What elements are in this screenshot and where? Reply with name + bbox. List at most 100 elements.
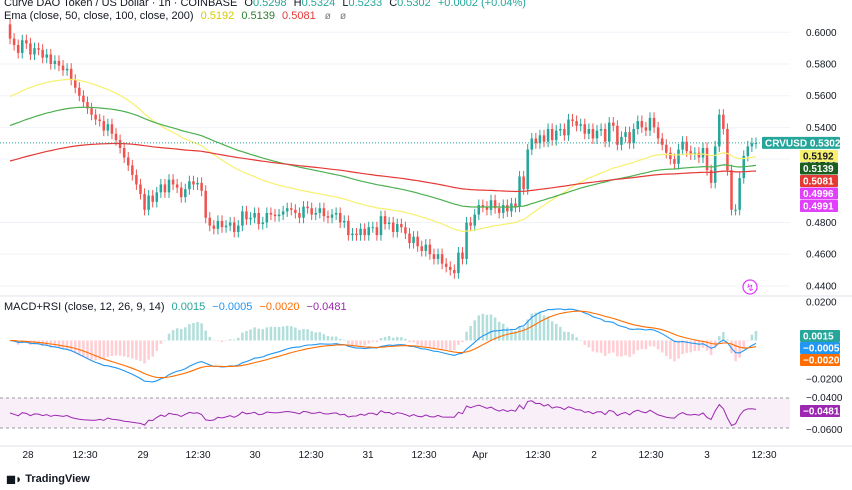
macd-histogram-bar: [285, 325, 289, 341]
macd-histogram-bar: [432, 340, 436, 349]
candle-body: [660, 138, 664, 145]
candle-body: [204, 190, 207, 218]
candle-body: [343, 220, 346, 223]
candle-body: [371, 227, 375, 229]
candle-body: [705, 147, 709, 171]
macd-histogram-bar: [355, 340, 358, 347]
macd-histogram-bar: [624, 340, 627, 356]
price-axis-label-text: 0.4991: [803, 202, 834, 213]
candle-body: [98, 119, 101, 122]
candle-body: [648, 117, 652, 131]
macd-histogram-bar: [685, 340, 688, 353]
tradingview-logo[interactable]: ◼◗ TradingView: [6, 472, 90, 486]
candle-body: [179, 187, 183, 198]
macd-tick-label: −0.0200: [806, 375, 843, 386]
candle-body: [86, 102, 89, 109]
macd-histogram-bar: [726, 339, 729, 341]
macd-histogram-bar: [612, 340, 615, 353]
macd-histogram-bar: [216, 340, 220, 342]
candle-body: [436, 254, 440, 259]
price-axis-label: [800, 162, 838, 175]
rsi-tick-label: −0.0600: [806, 425, 843, 436]
candle-body: [245, 211, 248, 220]
macd-histogram-bar: [220, 340, 224, 342]
rsi-axis-label: [800, 405, 840, 417]
time-tick-label: Apr: [472, 450, 488, 461]
macd-histogram-bar: [673, 340, 676, 362]
candle-body: [579, 124, 582, 126]
candle-body: [575, 121, 578, 126]
macd-histogram-bar: [179, 329, 183, 341]
candle-body: [281, 211, 285, 215]
candle-body: [334, 212, 338, 215]
macd-legend[interactable]: MACD+RSI (close, 12, 26, 9, 14) 0.0015 −…: [4, 301, 347, 314]
ohlc-low: 0.5233: [348, 0, 383, 9]
candle-body: [192, 181, 195, 185]
macd-histogram-bar: [599, 340, 603, 353]
macd-histogram-bar: [583, 340, 587, 345]
candle-body: [408, 233, 411, 244]
macd-histogram-bar: [330, 336, 334, 341]
candle-body: [612, 122, 615, 126]
price-tick-label: 0.5400: [806, 123, 837, 134]
ohlc-open-label: O: [244, 0, 253, 9]
macd-histogram-bar: [579, 340, 582, 341]
macd-histogram-bar: [122, 340, 126, 357]
eye-slash-icon[interactable]: ø: [324, 11, 331, 22]
macd-histogram-bar: [143, 340, 146, 364]
macd-histogram-bar: [510, 328, 513, 341]
candle-body: [21, 40, 24, 53]
ema200-line: [9, 142, 757, 193]
macd-histogram-bar: [677, 340, 680, 359]
symbol-legend: Curve DAO Token / US Dollar · 1h · COINB…: [4, 0, 526, 10]
macd-histogram-bar: [481, 313, 485, 341]
candle-body: [465, 222, 468, 259]
candle-body: [603, 128, 607, 142]
macd-histogram-bar: [347, 340, 350, 344]
candle-body: [387, 222, 391, 225]
macd-histogram-bar: [444, 340, 448, 350]
macd-histogram-bar: [334, 336, 338, 341]
candle-body: [257, 212, 260, 225]
macd-histogram-bar: [546, 316, 550, 341]
candle-body: [277, 214, 281, 217]
macd-histogram-bar: [86, 340, 89, 359]
macd-histogram-bar: [224, 340, 228, 342]
candle-body: [285, 208, 289, 212]
candle-body: [481, 205, 485, 207]
macd-histogram-bar: [290, 326, 293, 341]
macd-histogram-bar: [383, 337, 387, 341]
macd-histogram-bar: [473, 320, 476, 341]
macd-histogram-bar: [453, 340, 456, 351]
macd-histogram-bar: [90, 340, 93, 360]
macd-histogram-bar: [114, 340, 118, 356]
macd-histogram-bar: [147, 340, 150, 360]
candle-body: [379, 216, 383, 236]
price-tick-label: 0.4600: [806, 250, 837, 261]
candle-body: [522, 176, 525, 190]
candle-body: [163, 184, 167, 193]
candle-body: [306, 206, 309, 209]
candle-body: [469, 222, 472, 226]
price-axis-label: [800, 200, 838, 212]
macd-histogram-bar: [338, 338, 342, 341]
ema-legend[interactable]: Ema (close, 50, close, 100, close, 200) …: [4, 10, 346, 23]
macd-histogram-bar: [82, 340, 85, 358]
candle-body: [102, 121, 106, 131]
candle-body: [314, 212, 318, 215]
candle-body: [530, 138, 534, 150]
price-axis-label-text: 0.5081: [803, 177, 834, 188]
macd-histogram-bar: [689, 340, 693, 353]
macd-histogram-bar: [232, 339, 236, 341]
candle-body: [534, 138, 538, 144]
rsi-value: −0.0481: [306, 301, 347, 313]
macd-histogram-bar: [669, 340, 672, 360]
candle-body: [29, 43, 32, 55]
macd-histogram-bar: [665, 340, 668, 356]
ohlc-open: 0.5298: [252, 0, 287, 9]
settings-icon[interactable]: ø: [339, 11, 347, 22]
ema100-value: 0.5139: [241, 10, 275, 22]
macd-histogram-bar: [465, 331, 468, 341]
